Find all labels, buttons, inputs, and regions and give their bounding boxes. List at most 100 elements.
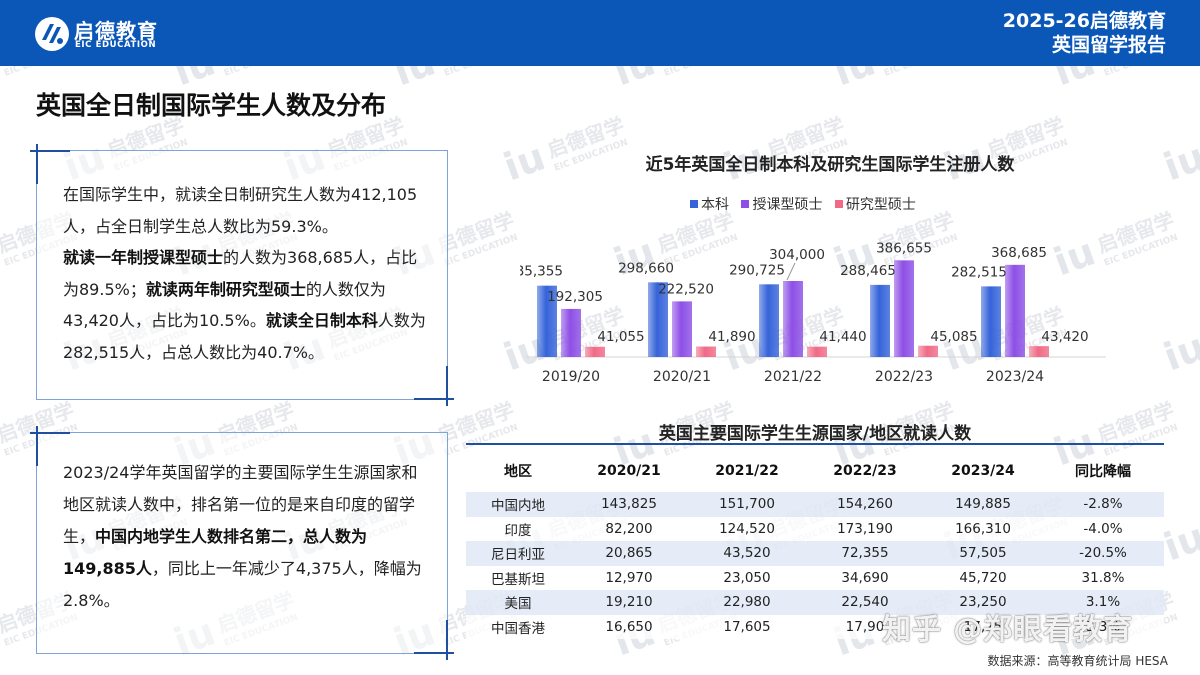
watermark-subtext: EIC EDUCATION	[663, 66, 739, 79]
bar-2020-21-s2	[696, 346, 716, 357]
watermark-text: 启德留学	[874, 66, 957, 67]
label-leader-line	[786, 262, 796, 281]
bar-2020-21-s1	[672, 301, 692, 357]
data-label: 41,055	[597, 329, 644, 345]
bar-2019-20-s1	[561, 308, 581, 357]
table-cell: 166,310	[924, 516, 1042, 541]
table-cell: 149,885	[924, 492, 1042, 517]
table-cell: 72,355	[806, 541, 924, 566]
watermark-text: 启德留学	[1094, 66, 1177, 67]
summary-panel-source-countries: 2023/24学年英国留学的主要国际学生生源国家和地区就读人数中，排名第一位的是…	[30, 426, 454, 660]
bar-2023-24-s2	[1029, 346, 1049, 357]
table-cell: 143,825	[570, 492, 688, 517]
table-cell-region: 印度	[466, 516, 570, 541]
x-tick-label: 2022/23	[875, 369, 933, 385]
panel-corner-line	[36, 426, 38, 466]
table-cell: 16,650	[570, 614, 688, 639]
table-cell: -20.5%	[1042, 541, 1164, 566]
table-body: 中国内地 143,825 151,700 154,260 149,885 -2.8% 印度 8…	[466, 492, 1164, 639]
bar-2022-23-s0	[870, 284, 890, 357]
data-label: 41,890	[708, 329, 755, 345]
table-cell-region: 巴基斯坦	[466, 565, 570, 590]
table-header-cell: 2020/21	[597, 463, 661, 479]
data-label: 45,085	[930, 329, 977, 345]
table-cell: -2.8%	[1042, 492, 1164, 517]
bar-2019-20-s2	[585, 346, 605, 357]
table-cell: 12,970	[570, 565, 688, 590]
brand-name: 启德教育	[74, 19, 158, 43]
watermark-mark: iu	[1048, 66, 1101, 94]
data-label: 192,305	[547, 289, 603, 305]
watermark-subtext: EIC EDUCATION	[223, 66, 299, 79]
source-countries-table: 地区 2020/21 2021/22 2022/23 2023/24 同比降幅 中国内地 1…	[466, 450, 1164, 639]
table-row: 尼日利亚 20,865 43,520 72,355 57,505 -20.5%	[466, 541, 1164, 566]
watermark-mark: iu	[1158, 514, 1200, 569]
watermark-mark: iu	[0, 229, 1, 284]
bar-2023-24-s0	[981, 286, 1001, 357]
bar-2021-22-s1	[783, 281, 803, 357]
x-tick-label: 2020/21	[653, 369, 711, 385]
bar-2019-20-s0	[537, 285, 557, 357]
table-row: 美国 19,210 22,980 22,540 23,250 3.1%	[466, 590, 1164, 615]
table-cell: 3.3%	[1042, 614, 1164, 639]
page-title: 英国全日制国际学生人数及分布	[36, 91, 387, 120]
legend-swatch	[834, 200, 843, 208]
eic-logo-icon	[35, 17, 69, 51]
table-cell: 20,865	[570, 541, 688, 566]
table-cell-region: 中国内地	[466, 492, 570, 517]
report-title: 2025-26启德教育 英国留学报告	[1003, 9, 1166, 57]
panel-corner-line	[30, 150, 70, 152]
table-cell-region: 美国	[466, 590, 570, 615]
bar-2020-21-s0	[648, 282, 668, 357]
table-cell-region: 中国香港	[466, 614, 570, 639]
watermark-mark: iu	[0, 66, 1, 94]
table-cell: 173,190	[806, 516, 924, 541]
table-cell: 82,200	[570, 516, 688, 541]
watermark-mark: iu	[0, 419, 1, 474]
table-header-cell: 2022/23	[833, 463, 897, 479]
bar-2022-23-s1	[894, 260, 914, 357]
watermark-mark: iu	[1158, 134, 1200, 189]
data-label: 43,420	[1041, 329, 1088, 345]
summary-highlight: 就读一年制授课型硕士	[63, 248, 224, 267]
panel-corner-line	[36, 144, 38, 184]
watermark-mark: iu	[388, 66, 441, 94]
watermark-subtext: EIC EDUCATION	[3, 66, 79, 79]
summary-highlight: 就读全日制本科	[265, 311, 378, 330]
table-header-cell: 地区	[504, 464, 532, 480]
legend-item-taught-master: 授课型硕士	[741, 194, 822, 214]
chart-legend: 本科 授课型硕士 研究型硕士	[690, 194, 924, 214]
summary-highlight: 中国内地学生人数排名第二，总人数为149,885人	[63, 527, 368, 578]
table-cell: 43,520	[688, 541, 806, 566]
watermark-mark: iu	[1158, 324, 1200, 379]
legend-label: 授课型硕士	[752, 197, 823, 213]
table-cell: 19,210	[570, 590, 688, 615]
data-label: 222,520	[658, 281, 714, 297]
table-row: 巴基斯坦 12,970 23,050 34,690 45,720 31.8%	[466, 565, 1164, 590]
table-row: 中国内地 143,825 151,700 154,260 149,885 -2.8%	[466, 492, 1164, 517]
table-cell: 22,540	[806, 590, 924, 615]
bar-2021-22-s0	[759, 284, 779, 357]
table-cell: 151,700	[688, 492, 806, 517]
legend-swatch	[690, 200, 698, 208]
data-label: 288,465	[840, 263, 896, 279]
watermark-text: 启德留学	[434, 66, 517, 67]
table-header-cell: 2023/24	[951, 463, 1015, 479]
panel-corner-line	[30, 432, 70, 434]
summary-highlight: 就读两年制研究型硕士	[145, 279, 306, 299]
brand-logo[interactable]: 启德教育 EIC EDUCATION	[34, 14, 194, 54]
data-label: 304,000	[769, 247, 825, 263]
table-cell: 154,260	[806, 492, 924, 517]
x-tick-label: 2019/20	[542, 369, 600, 385]
zhihu-watermark: 知乎 @郑眼看教育	[882, 612, 1134, 646]
table-cell: 57,505	[924, 541, 1042, 566]
bar-2022-23-s2	[918, 345, 938, 357]
watermark-text: 启德留学	[214, 66, 297, 67]
watermark-text: 启德留学	[0, 66, 77, 67]
legend-label: 研究型硕士	[845, 197, 916, 213]
table-row: 中国香港 16,650 17,605 17,90 17,25 3.3%	[466, 614, 1164, 639]
legend-label: 本科	[701, 197, 729, 213]
